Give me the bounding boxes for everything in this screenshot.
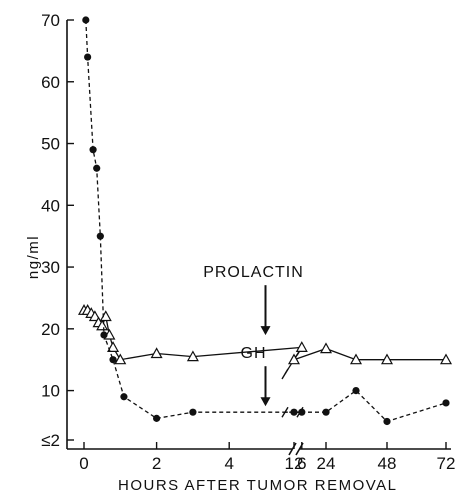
prolactin-data-point	[349, 353, 363, 365]
gh-data-point	[352, 386, 360, 395]
x-tick-label: 6	[297, 454, 306, 473]
x-tick-label: 24	[317, 454, 336, 473]
gh-line	[294, 389, 447, 423]
gh-data-point	[93, 164, 101, 172]
prolactin-line	[293, 347, 446, 361]
prolactin-data-point	[186, 350, 199, 362]
gh-data-point	[109, 356, 117, 364]
prolactin-series-label: PROLACTIN	[203, 264, 304, 281]
gh-data-point	[290, 408, 298, 416]
axes	[66, 20, 451, 456]
gh-data-point	[322, 408, 330, 416]
y-tick-label: 20	[41, 320, 60, 339]
prolactin-data-point	[287, 353, 301, 365]
line-break-slash	[281, 368, 289, 380]
gh-data-point	[189, 408, 197, 416]
x-axis-title: HOURS AFTER TUMOR REMOVAL	[118, 477, 397, 494]
y-tick-label: 10	[41, 382, 60, 401]
y-tick-label: 40	[41, 196, 60, 215]
x-tick-label: 0	[79, 454, 88, 473]
prolactin-series	[77, 304, 453, 380]
gh-series	[82, 16, 450, 426]
y-tick-label: 60	[41, 73, 60, 92]
prolactin-data-point	[380, 353, 394, 365]
annotation-arrowhead	[260, 397, 271, 407]
gh-data-point	[100, 331, 108, 339]
prolactin-data-point	[88, 310, 101, 322]
gh-data-point	[153, 414, 161, 422]
gh-data-point	[298, 408, 306, 416]
prolactin-data-point	[96, 319, 109, 331]
x-tick-label: 72	[437, 454, 456, 473]
prolactin-data-point	[319, 342, 333, 354]
y-tick-label: 50	[41, 135, 60, 154]
x-ticks: 0 2 4 612 24 48 72	[79, 442, 455, 473]
axis-break-slash	[288, 442, 297, 456]
prolactin-data-point	[114, 353, 127, 365]
x-tick-label: 12	[285, 454, 304, 473]
gh-data-point	[82, 16, 90, 24]
gh-data-point	[89, 146, 97, 154]
y-tick-label: 70	[41, 11, 60, 30]
y-tick-label: 30	[41, 258, 60, 277]
prolactin-data-point	[99, 310, 112, 322]
line-break-slash	[281, 406, 289, 418]
prolactin-data-point	[107, 341, 120, 352]
series-annotations: PROLACTIN GH	[203, 264, 304, 407]
gh-series-label: GH	[241, 345, 267, 362]
gh-data-point	[96, 232, 104, 240]
gh-data-point	[442, 399, 450, 407]
prolactin-data-point	[295, 341, 308, 352]
x-tick-label: 4	[224, 454, 233, 473]
y-tick-label: ≤2	[41, 431, 60, 450]
gh-data-point	[383, 417, 391, 426]
annotation-arrowhead	[260, 326, 271, 336]
prolactin-data-point	[150, 347, 163, 359]
y-axis-title: ng/ml	[25, 235, 42, 279]
gh-data-point	[120, 393, 128, 401]
gh-data-point	[84, 53, 92, 61]
x-tick-label: 48	[378, 454, 397, 473]
prolactin-data-point	[439, 353, 453, 365]
x-tick-label: 2	[152, 454, 161, 473]
y-ticks: ≤2 10 20 30 40 50 60 70	[41, 11, 74, 450]
